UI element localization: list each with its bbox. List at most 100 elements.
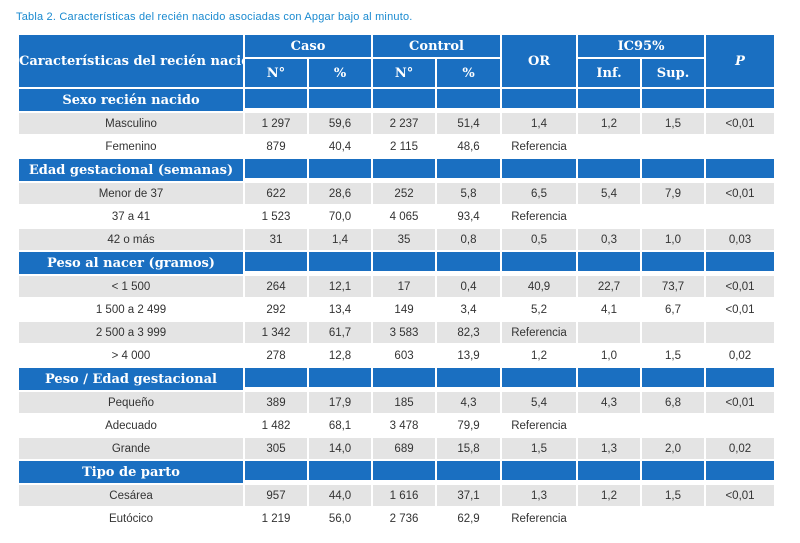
cell-caso-pct: 56,0 bbox=[309, 508, 372, 529]
cell-or: 40,9 bbox=[502, 276, 577, 297]
cell-or: 1,4 bbox=[502, 113, 577, 134]
cell-control-pct: 51,4 bbox=[437, 113, 501, 134]
cell-ic-inf bbox=[578, 206, 641, 227]
cell-ic-sup bbox=[642, 322, 705, 343]
header-caso-n: N° bbox=[245, 59, 307, 87]
cell-ic-inf bbox=[578, 415, 641, 436]
cell-ic-inf bbox=[578, 508, 641, 529]
cell-characteristic: Adecuado bbox=[19, 415, 243, 436]
table-body: Sexo recién nacido Masculino 1 297 59,6 2 23… bbox=[19, 89, 775, 529]
cell-or: 1,2 bbox=[502, 345, 577, 366]
cell-caso-pct: 70,0 bbox=[309, 206, 372, 227]
header-caso-pct: % bbox=[309, 59, 372, 87]
table-row: 37 a 41 1 523 70,0 4 065 93,4 Referencia bbox=[19, 206, 775, 227]
cell-or: Referencia bbox=[502, 136, 577, 157]
table-caption: Tabla 2. Características del recién naci… bbox=[16, 11, 413, 23]
cell-caso-pct: 1,4 bbox=[309, 229, 372, 250]
cell-control-pct: 82,3 bbox=[437, 322, 501, 343]
section-header-cell bbox=[373, 89, 436, 111]
section-header-cell bbox=[309, 159, 372, 181]
header-control-n: N° bbox=[373, 59, 436, 87]
cell-or: 1,3 bbox=[502, 485, 577, 506]
cell-ic-sup: 2,0 bbox=[642, 438, 705, 459]
cell-caso-pct: 44,0 bbox=[309, 485, 372, 506]
cell-control-pct: 0,4 bbox=[437, 276, 501, 297]
cell-caso-n: 278 bbox=[245, 345, 307, 366]
cell-p bbox=[706, 322, 775, 343]
cell-or: Referencia bbox=[502, 206, 577, 227]
cell-caso-n: 31 bbox=[245, 229, 307, 250]
cell-ic-inf: 22,7 bbox=[578, 276, 641, 297]
table-row: 1 500 a 2 499 292 13,4 149 3,4 5,2 4,1 6,7 <0,01 bbox=[19, 299, 775, 320]
section-header-cell bbox=[642, 252, 705, 274]
table-row: Femenino 879 40,4 2 115 48,6 Referencia bbox=[19, 136, 775, 157]
cell-ic-sup bbox=[642, 136, 705, 157]
cell-control-n: 1 616 bbox=[373, 485, 436, 506]
section-header-cell bbox=[309, 89, 372, 111]
cell-ic-sup bbox=[642, 508, 705, 529]
cell-control-n: 185 bbox=[373, 392, 436, 413]
cell-caso-pct: 12,8 bbox=[309, 345, 372, 366]
cell-ic-inf: 4,1 bbox=[578, 299, 641, 320]
cell-characteristic: Femenino bbox=[19, 136, 243, 157]
cell-p: <0,01 bbox=[706, 392, 775, 413]
section-header-cell bbox=[437, 159, 501, 181]
table-row: > 4 000 278 12,8 603 13,9 1,2 1,0 1,5 0,02 bbox=[19, 345, 775, 366]
cell-ic-inf: 5,4 bbox=[578, 183, 641, 204]
cell-p: <0,01 bbox=[706, 276, 775, 297]
cell-control-pct: 13,9 bbox=[437, 345, 501, 366]
cell-control-n: 603 bbox=[373, 345, 436, 366]
cell-control-n: 35 bbox=[373, 229, 436, 250]
section-header-row: Edad gestacional (semanas) bbox=[19, 159, 775, 181]
cell-caso-pct: 61,7 bbox=[309, 322, 372, 343]
section-header-cell bbox=[502, 252, 577, 274]
section-header-row: Peso / Edad gestacional bbox=[19, 368, 775, 390]
cell-caso-n: 264 bbox=[245, 276, 307, 297]
section-header-cell bbox=[437, 368, 501, 390]
header-characteristics: Características del recién nacido bbox=[19, 35, 243, 87]
cell-caso-n: 622 bbox=[245, 183, 307, 204]
cell-characteristic: > 4 000 bbox=[19, 345, 243, 366]
cell-control-n: 149 bbox=[373, 299, 436, 320]
cell-p bbox=[706, 206, 775, 227]
cell-ic-sup: 1,5 bbox=[642, 485, 705, 506]
header-control-pct: % bbox=[437, 59, 501, 87]
cell-caso-pct: 12,1 bbox=[309, 276, 372, 297]
section-header-cell bbox=[642, 89, 705, 111]
cell-ic-sup bbox=[642, 415, 705, 436]
cell-caso-n: 1 342 bbox=[245, 322, 307, 343]
cell-caso-pct: 59,6 bbox=[309, 113, 372, 134]
cell-control-pct: 0,8 bbox=[437, 229, 501, 250]
table-row: Grande 305 14,0 689 15,8 1,5 1,3 2,0 0,02 bbox=[19, 438, 775, 459]
section-title: Sexo recién nacido bbox=[19, 89, 243, 111]
section-header-cell bbox=[502, 89, 577, 111]
section-header-cell bbox=[373, 461, 436, 483]
cell-caso-n: 305 bbox=[245, 438, 307, 459]
section-header-cell bbox=[245, 461, 307, 483]
cell-caso-pct: 28,6 bbox=[309, 183, 372, 204]
cell-caso-pct: 14,0 bbox=[309, 438, 372, 459]
cell-ic-sup: 1,0 bbox=[642, 229, 705, 250]
cell-control-pct: 15,8 bbox=[437, 438, 501, 459]
cell-or: Referencia bbox=[502, 322, 577, 343]
cell-control-n: 689 bbox=[373, 438, 436, 459]
cell-caso-n: 957 bbox=[245, 485, 307, 506]
table-row: Cesárea 957 44,0 1 616 37,1 1,3 1,2 1,5 <0,01 bbox=[19, 485, 775, 506]
section-title: Peso al nacer (gramos) bbox=[19, 252, 243, 274]
cell-ic-sup bbox=[642, 206, 705, 227]
header-caso: Caso bbox=[245, 35, 372, 57]
cell-caso-pct: 68,1 bbox=[309, 415, 372, 436]
cell-caso-n: 292 bbox=[245, 299, 307, 320]
cell-control-n: 4 065 bbox=[373, 206, 436, 227]
section-header-cell bbox=[706, 89, 775, 111]
cell-caso-n: 389 bbox=[245, 392, 307, 413]
section-header-cell bbox=[642, 159, 705, 181]
cell-or: Referencia bbox=[502, 508, 577, 529]
cell-or: Referencia bbox=[502, 415, 577, 436]
cell-ic-inf: 1,2 bbox=[578, 113, 641, 134]
cell-ic-inf: 1,2 bbox=[578, 485, 641, 506]
section-header-cell bbox=[642, 368, 705, 390]
section-header-cell bbox=[706, 252, 775, 274]
cell-ic-inf bbox=[578, 136, 641, 157]
cell-control-n: 2 237 bbox=[373, 113, 436, 134]
